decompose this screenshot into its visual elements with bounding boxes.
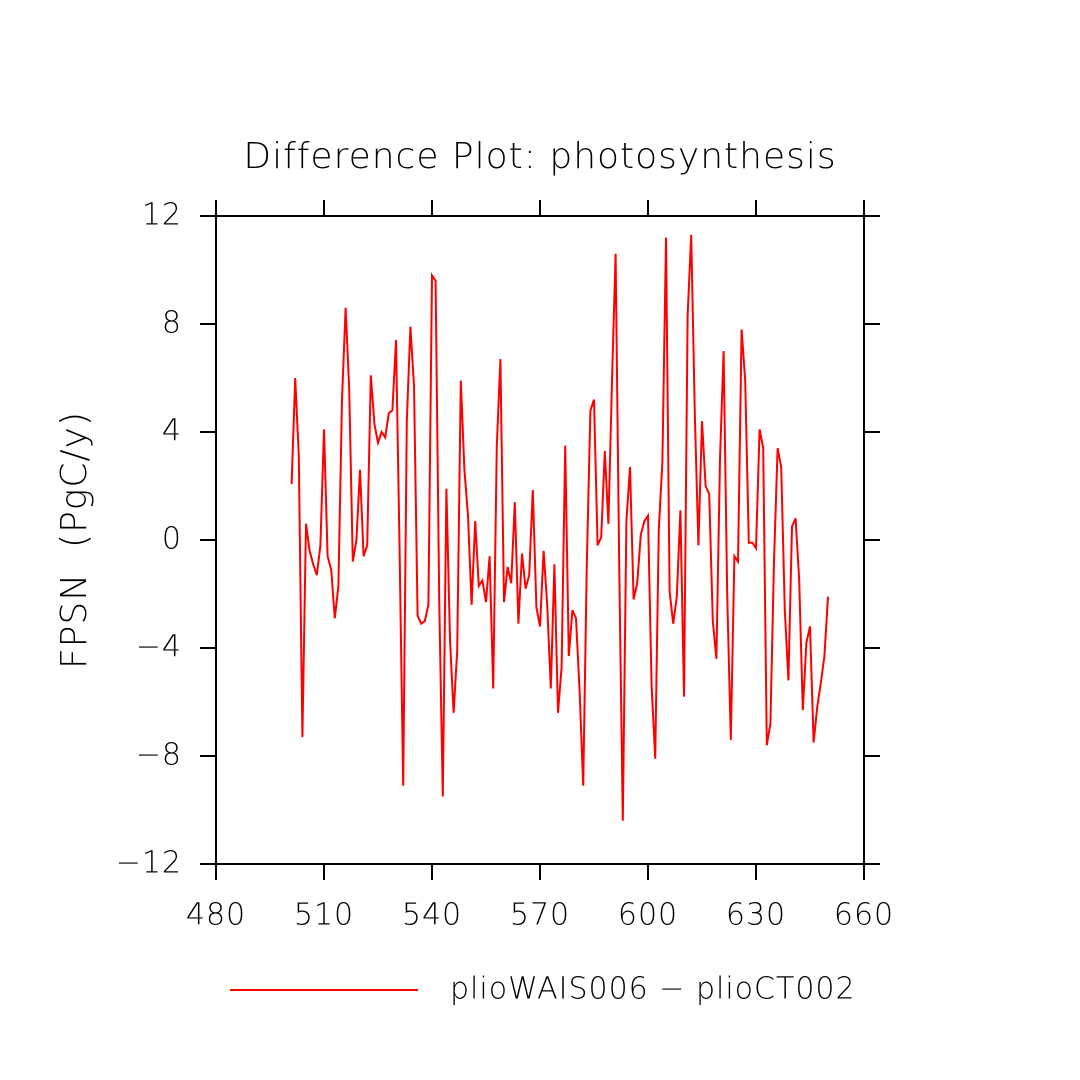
y-tick-label: 0 [162,522,182,557]
x-tick-label: 540 [402,898,462,933]
y-tick-label: −12 [116,846,182,881]
x-tick-label: 600 [618,898,678,933]
y-tick-label: 12 [142,198,182,233]
plot-frame [215,215,865,865]
x-tick-label: 570 [510,898,570,933]
y-tick-label: −4 [136,630,182,665]
x-tick-label: 480 [186,898,246,933]
y-tick-label: −8 [136,738,182,773]
x-tick-label: 630 [726,898,786,933]
legend-label: plioWAIS006 − plioCT002 [450,972,856,1007]
chart-title: Difference Plot: photosynthesis [243,136,836,177]
y-tick-label: 4 [162,414,182,449]
y-tick-label: 8 [162,306,182,341]
x-tick-label: 510 [294,898,354,933]
data-line [290,234,829,821]
y-axis-label: FPSN (PgC/y) [54,411,95,669]
x-tick-label: 660 [834,898,894,933]
